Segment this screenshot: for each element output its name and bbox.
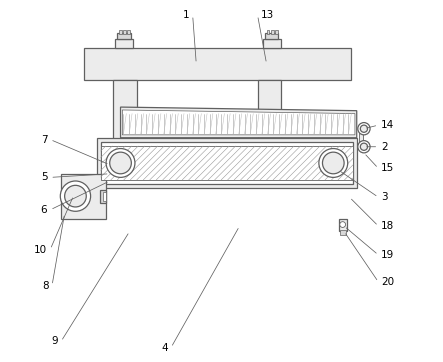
Text: 15: 15: [381, 163, 395, 173]
Bar: [101, 146, 353, 180]
Text: 5: 5: [41, 172, 47, 182]
Circle shape: [360, 143, 368, 150]
Bar: [265, 33, 279, 39]
Circle shape: [360, 125, 368, 132]
Bar: [100, 190, 106, 203]
Bar: [257, 80, 281, 141]
Bar: [339, 219, 346, 231]
Bar: [128, 30, 130, 34]
Bar: [85, 47, 351, 80]
Bar: [101, 142, 353, 184]
Bar: [61, 174, 106, 219]
Bar: [97, 138, 357, 188]
Circle shape: [358, 140, 370, 153]
Text: 10: 10: [34, 244, 47, 254]
Polygon shape: [122, 110, 355, 135]
Text: 7: 7: [41, 135, 47, 144]
Circle shape: [110, 152, 131, 174]
Circle shape: [340, 222, 346, 227]
Polygon shape: [120, 107, 357, 138]
Bar: [340, 230, 346, 235]
Bar: [119, 30, 122, 34]
Text: 9: 9: [51, 336, 58, 346]
Text: 4: 4: [162, 342, 168, 353]
Text: 14: 14: [381, 120, 395, 130]
Circle shape: [319, 148, 348, 177]
Bar: [113, 80, 137, 141]
Bar: [103, 192, 106, 201]
Bar: [263, 39, 281, 47]
Bar: [275, 30, 278, 34]
Circle shape: [106, 148, 135, 177]
Text: 20: 20: [381, 277, 394, 287]
Text: 18: 18: [381, 221, 395, 231]
Text: 13: 13: [260, 10, 274, 20]
Bar: [115, 39, 133, 47]
Text: 19: 19: [381, 250, 395, 260]
Text: 2: 2: [381, 142, 388, 152]
Circle shape: [65, 185, 86, 207]
Bar: [117, 33, 131, 39]
Circle shape: [323, 152, 344, 174]
Bar: [267, 30, 269, 34]
Bar: [358, 127, 363, 148]
Bar: [123, 30, 126, 34]
Circle shape: [60, 181, 91, 211]
Text: 1: 1: [183, 10, 190, 20]
Text: 6: 6: [41, 205, 47, 215]
Circle shape: [358, 123, 370, 135]
Text: 3: 3: [381, 192, 388, 202]
Bar: [271, 30, 274, 34]
Text: 8: 8: [43, 281, 49, 291]
